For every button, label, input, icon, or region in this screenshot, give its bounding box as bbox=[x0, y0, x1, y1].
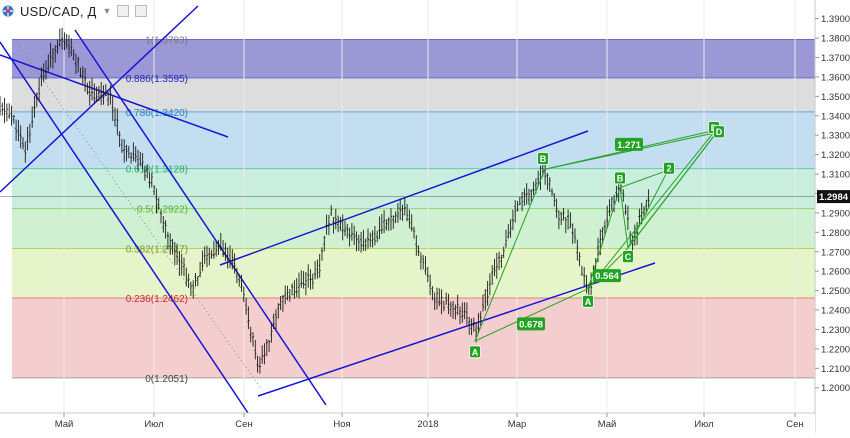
price-tick-label: 1.2200 bbox=[821, 344, 850, 355]
price-tick-label: 1.2700 bbox=[821, 247, 850, 258]
point-a-1-badge[interactable] bbox=[469, 345, 481, 359]
trend-channel-line[interactable] bbox=[219, 130, 589, 266]
ratio-label: 0.564 bbox=[595, 271, 619, 282]
time-axis-bg bbox=[0, 413, 815, 433]
price-tick-label: 1.3400 bbox=[821, 111, 850, 122]
price-tick-label: 1.2100 bbox=[821, 364, 850, 375]
price-tick-label: 1.2800 bbox=[821, 228, 850, 239]
point-2-label: 2 bbox=[666, 164, 671, 174]
point-b-1-label: B bbox=[540, 154, 547, 164]
point-b-2-badge[interactable] bbox=[614, 171, 626, 185]
ratio-label: 0.678 bbox=[519, 319, 543, 330]
point-d-2-label: D bbox=[716, 127, 723, 137]
last-price-label: 1.2984 bbox=[819, 192, 849, 203]
point-a-1-label: A bbox=[472, 347, 479, 357]
fib-diagonal bbox=[14, 39, 263, 391]
fib-band bbox=[12, 111, 815, 169]
price-tick-label: 1.2300 bbox=[821, 325, 850, 336]
settings-icon[interactable] bbox=[117, 5, 130, 17]
trend-channel-line[interactable] bbox=[0, 41, 249, 414]
point-c-badge[interactable] bbox=[622, 250, 634, 264]
price-axis-bg bbox=[815, 0, 850, 433]
trend-channel-line[interactable] bbox=[0, 54, 229, 138]
pattern-line bbox=[474, 169, 546, 342]
pattern-line bbox=[587, 132, 714, 289]
fib-band bbox=[12, 39, 815, 78]
price-tick-label: 1.3700 bbox=[821, 53, 850, 64]
fib-band bbox=[12, 297, 815, 378]
fib-band bbox=[12, 77, 815, 112]
point-2-badge[interactable] bbox=[663, 161, 675, 175]
last-price-badge bbox=[817, 190, 850, 204]
point-b-2-label: B bbox=[617, 173, 624, 183]
ratio-label-box bbox=[593, 269, 621, 283]
point-a-2-label: A bbox=[585, 297, 592, 307]
ratio-label: 1.271 bbox=[617, 140, 641, 151]
time-tick-label: Сен bbox=[786, 419, 803, 430]
pattern-line bbox=[627, 169, 669, 249]
fib-band bbox=[12, 168, 815, 209]
fib-level-label: 0.382(1.2717) bbox=[126, 244, 188, 255]
time-tick-label: Июл bbox=[694, 419, 713, 430]
time-tick-label: Июл bbox=[144, 419, 163, 430]
ratio-label-box bbox=[615, 137, 643, 151]
price-tick-label: 1.2900 bbox=[821, 208, 850, 219]
point-a-2-badge[interactable] bbox=[582, 294, 594, 308]
fib-level-label: 0.236(1.2462) bbox=[126, 294, 188, 305]
symbol-title[interactable]: USD/CAD, Д bbox=[20, 3, 97, 19]
chevron-down-icon[interactable]: ▼ bbox=[102, 6, 112, 16]
price-tick-label: 1.2000 bbox=[821, 383, 850, 394]
fib-band bbox=[12, 248, 815, 298]
price-tick-label: 1.3600 bbox=[821, 72, 850, 83]
pattern-line bbox=[627, 129, 720, 249]
time-tick-label: Сен bbox=[235, 419, 252, 430]
point-b-1-badge[interactable] bbox=[537, 152, 549, 165]
time-tick-label: Мар bbox=[508, 419, 527, 430]
currency-flag-icon bbox=[2, 5, 14, 17]
price-tick-label: 1.2400 bbox=[821, 306, 850, 317]
fib-level-label: 0(1.2051) bbox=[145, 374, 188, 385]
time-tick-label: Май bbox=[598, 419, 617, 430]
price-tick-label: 1.3900 bbox=[821, 14, 850, 25]
fib-level-label: 0.886(1.3595) bbox=[126, 74, 188, 85]
point-d-2-badge[interactable] bbox=[713, 125, 725, 139]
point-c-label: C bbox=[625, 252, 632, 262]
fib-level-label: 0.618(1.3128) bbox=[126, 165, 188, 176]
pattern-line bbox=[474, 288, 589, 342]
ratio-label-box bbox=[517, 317, 545, 331]
close-icon[interactable] bbox=[135, 5, 148, 17]
price-tick-label: 1.2500 bbox=[821, 286, 850, 297]
time-tick-label: Май bbox=[55, 419, 74, 430]
price-tick-label: 1.3100 bbox=[821, 170, 850, 181]
pattern-line bbox=[619, 187, 629, 248]
price-tick-label: 1.3300 bbox=[821, 131, 850, 142]
price-tick-label: 1.3500 bbox=[821, 92, 850, 103]
pattern-line bbox=[619, 169, 669, 189]
time-tick-label: Ноя bbox=[333, 419, 350, 430]
time-tick-label: 2018 bbox=[417, 419, 438, 430]
chart-toolbar: USD/CAD, Д ▼ bbox=[0, 0, 148, 22]
price-tick-label: 1.3200 bbox=[821, 150, 850, 161]
fib-band bbox=[12, 208, 815, 249]
trend-channel-line[interactable] bbox=[74, 29, 327, 406]
price-tick-label: 1.3800 bbox=[821, 34, 850, 45]
price-tick-label: 1.2600 bbox=[821, 267, 850, 278]
fib-level-label: 0.5(1.2922) bbox=[137, 205, 188, 216]
fib-level-label: 0.786(1.3420) bbox=[126, 108, 188, 119]
fib-level-label: 1(1.3793) bbox=[145, 35, 188, 46]
